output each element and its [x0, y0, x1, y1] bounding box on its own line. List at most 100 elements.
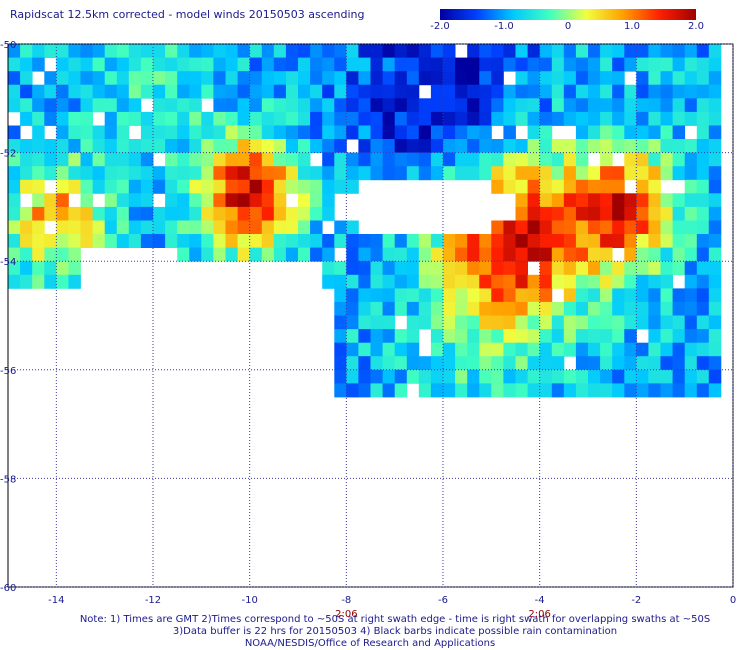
heatmap-cell	[249, 44, 263, 58]
heatmap-cell	[491, 179, 504, 194]
heatmap-cell	[382, 166, 396, 181]
heatmap-cell	[455, 139, 468, 153]
heatmap-cell	[636, 261, 649, 276]
heatmap-cell	[382, 152, 396, 167]
heatmap-cell	[406, 356, 420, 371]
heatmap-cell	[322, 44, 335, 58]
heatmap-cell	[551, 383, 565, 398]
heatmap-cell	[588, 301, 601, 316]
heatmap-cell	[334, 261, 347, 276]
heatmap-cell	[20, 261, 33, 276]
heatmap-cell	[503, 301, 516, 316]
heatmap-cell	[92, 44, 106, 58]
heatmap-cell	[660, 98, 673, 113]
heatmap-cell	[660, 220, 673, 235]
heatmap-cell	[249, 220, 263, 235]
heatmap-cell	[177, 220, 190, 235]
heatmap-cell	[575, 71, 589, 86]
heatmap-cell	[708, 288, 722, 303]
heatmap-cell	[80, 125, 93, 140]
heatmap-cell	[672, 301, 686, 316]
heatmap-cell	[600, 315, 613, 330]
heatmap-cell	[406, 329, 420, 344]
heatmap-cell	[551, 315, 565, 330]
heatmap-cell	[696, 71, 710, 86]
heatmap-cell	[32, 57, 45, 72]
heatmap-cell	[612, 71, 625, 86]
heatmap-cell	[140, 44, 154, 58]
heatmap-cell	[588, 315, 601, 330]
heatmap-cell	[68, 111, 81, 126]
heatmap-cell	[273, 57, 287, 72]
heatmap-cell	[201, 84, 214, 99]
heatmap-cell	[346, 247, 359, 262]
heatmap-cell	[213, 247, 226, 262]
heatmap-cell	[455, 383, 468, 398]
heatmap-cell	[575, 315, 589, 330]
heatmap-cell	[394, 383, 408, 398]
heatmap-cell	[479, 125, 492, 140]
heatmap-cell	[334, 288, 347, 303]
heatmap-cell	[539, 247, 553, 262]
heatmap-cell	[575, 98, 589, 113]
heatmap-cell	[406, 288, 420, 303]
heatmap-cell	[249, 152, 263, 167]
heatmap-cell	[310, 44, 323, 58]
heatmap-cell	[382, 125, 396, 140]
heatmap-cell	[696, 84, 710, 99]
heatmap-cell	[479, 383, 492, 398]
heatmap-cell	[285, 111, 299, 126]
heatmap-cell	[696, 261, 710, 276]
heatmap-cell	[213, 71, 226, 86]
heatmap-cell	[8, 274, 21, 289]
heatmap-cell	[225, 98, 238, 113]
heatmap-cell	[648, 125, 661, 140]
heatmap-cell	[285, 98, 299, 113]
heatmap-cell	[612, 301, 625, 316]
heatmap-cell	[370, 288, 383, 303]
heatmap-cell	[213, 111, 226, 126]
heatmap-cell	[370, 71, 383, 86]
heatmap-cell	[660, 274, 673, 289]
heatmap-cell	[273, 98, 287, 113]
heatmap-cell	[648, 57, 661, 72]
plot-frame	[7, 43, 734, 588]
heatmap-cell	[479, 44, 492, 58]
heatmap-cell	[56, 98, 69, 113]
heatmap-cell	[503, 247, 516, 262]
heatmap-cell	[249, 179, 263, 194]
heatmap-cell	[491, 315, 504, 330]
heatmap-cell	[539, 84, 553, 99]
heatmap-cell	[273, 193, 287, 208]
heatmap-cell	[382, 139, 396, 153]
heatmap-cell	[563, 206, 577, 221]
heatmap-cell	[539, 234, 553, 248]
heatmap-cell	[370, 139, 383, 153]
heatmap-cell	[455, 57, 468, 72]
heatmap-cell	[32, 166, 45, 181]
heatmap-cell	[261, 193, 275, 208]
heatmap-cell	[128, 220, 142, 235]
heatmap-cell	[310, 57, 323, 72]
heatmap-cell	[600, 206, 613, 221]
heatmap-cell	[237, 84, 251, 99]
heatmap-cell	[44, 44, 57, 58]
heatmap-cell	[672, 315, 686, 330]
heatmap-cell	[479, 234, 492, 248]
heatmap-cell	[44, 139, 57, 153]
heatmap-cell	[648, 315, 661, 330]
heatmap-cell	[128, 152, 142, 167]
heatmap-cell	[56, 179, 69, 194]
heatmap-cell	[455, 301, 468, 316]
heatmap-cell	[563, 57, 577, 72]
heatmap-cell	[430, 57, 444, 72]
heatmap-cell	[56, 84, 69, 99]
heatmap-cell	[80, 98, 93, 113]
heatmap-cell	[370, 301, 383, 316]
heatmap-cell	[636, 234, 649, 248]
heatmap-cell	[116, 166, 130, 181]
heatmap-cell	[527, 166, 541, 181]
heatmap-cell	[515, 383, 528, 398]
heatmap-cell	[261, 206, 275, 221]
heatmap-cell	[467, 234, 480, 248]
